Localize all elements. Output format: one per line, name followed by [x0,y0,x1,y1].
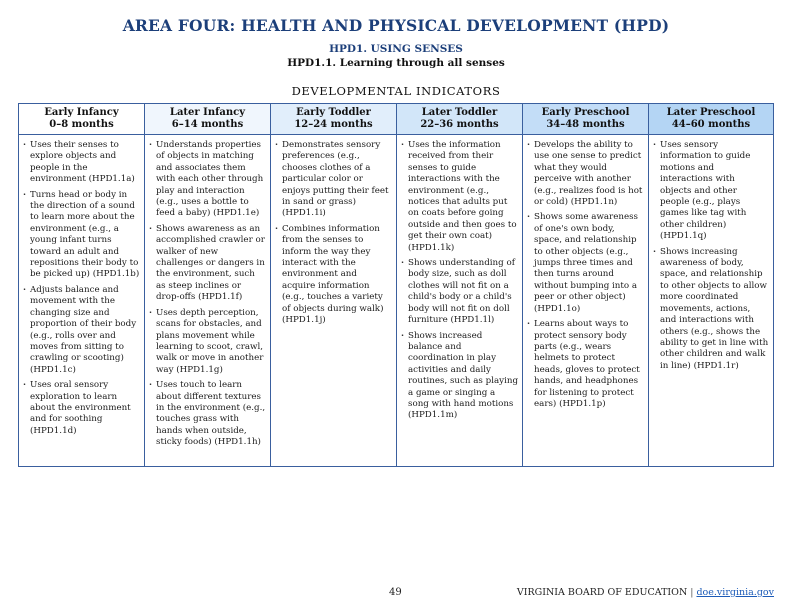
indicator-text: Combines information from the senses to … [282,223,384,326]
bullet-icon: · [149,380,153,391]
indicator-text: Uses touch to learn about different text… [156,380,266,448]
standard-title: HPD1.1. Learning through all senses [287,57,505,69]
indicator-cell-later-preschool: · Uses sensory information to guide motio… [648,134,774,467]
indicator-text: Adjusts balance and movement with the ch… [30,284,137,375]
bullet-icon: · [527,140,531,150]
column-header-early-toddler: Early Toddler 12–24 months [270,103,397,135]
stage-age: 0–8 months [49,119,114,130]
indicator-item: · Uses depth perception, scans for obstac… [149,307,266,376]
indicator-item: · Uses their senses to explore objects an… [23,140,140,186]
indicator-text: Uses their senses to explore objects and… [30,140,135,185]
indicator-item: · Uses the information received from thei… [401,140,518,254]
indicator-cell-early-toddler: · Demonstrates sensory preferences (e.g.,… [270,134,397,467]
bullet-icon: · [527,212,531,223]
indicator-text: Shows understanding of body size, such a… [408,258,515,326]
bullet-icon: · [23,140,27,150]
bullet-icon: · [401,330,405,341]
bullet-icon: · [275,140,279,150]
column-header-early-infancy: Early Infancy 0–8 months [18,103,145,135]
indicator-text: Develops the ability to use one sense to… [534,140,643,208]
indicator-cell-early-preschool: · Develops the ability to use one sense t… [522,134,649,467]
indicators-heading: DEVELOPMENTAL INDICATORS [291,84,501,98]
indicator-item: · Uses touch to learn about different tex… [149,380,266,448]
bullet-icon: · [401,258,405,269]
indicator-item: · Develops the ability to use one sense t… [527,140,644,208]
indicator-cell-early-infancy: · Uses their senses to explore objects an… [18,134,145,467]
stage-name: Early Preschool [541,106,630,118]
indicator-item: · Learns about ways to protect sensory bo… [527,319,644,410]
indicator-text: Uses the information received from their… [408,140,517,253]
indicator-item: · Uses sensory information to guide motio… [653,140,769,243]
column-header-later-infancy: Later Infancy 6–14 months [144,103,271,135]
indicator-item: · Adjusts balance and movement with the c… [23,284,140,376]
stage-age: 12–24 months [294,119,373,130]
indicator-text: Shows increased balance and coordination… [408,330,519,421]
indicator-text: Turns head or body in the direction of a… [30,189,140,280]
bullet-icon: · [23,284,27,295]
footer-separator: | [690,587,694,598]
stage-name: Early Toddler [296,106,371,118]
stage-name: Later Infancy [169,106,246,118]
bullet-icon: · [401,140,405,150]
column-header-later-toddler: Later Toddler 22–36 months [396,103,523,135]
bullet-icon: · [149,307,153,318]
indicator-text: Uses sensory information to guide motion… [660,140,751,242]
indicator-item: · Combines information from the senses to… [275,223,392,327]
indicator-text: Uses depth perception, scans for obstacl… [156,307,264,375]
website-link[interactable]: doe.virginia.gov [696,587,774,598]
indicator-item: · Turns head or body in the direction of … [23,189,140,281]
stage-age: 44–60 months [671,119,751,130]
indicators-table: Early Infancy 0–8 months Later Infancy 6… [18,103,774,467]
bullet-icon: · [23,189,27,200]
footer: VIRGINIA BOARD OF EDUCATION | doe.virginia… [517,587,774,598]
bullet-icon: · [653,140,657,150]
indicator-text: Demonstrates sensory preferences (e.g., … [282,140,389,219]
bullet-icon: · [527,319,531,330]
age-header-row: Early Infancy 0–8 months Later Infancy 6… [18,103,774,135]
indicator-item: · Demonstrates sensory preferences (e.g.,… [275,140,392,220]
bullet-icon: · [653,246,657,257]
stage-name: Later Toddler [421,106,498,118]
stage-name: Early Infancy [44,106,119,118]
indicator-text: Learns about ways to protect sensory bod… [534,319,640,409]
indicator-item: · Uses oral sensory exploration to learn … [23,380,140,437]
stage-age: 22–36 months [420,119,499,130]
indicator-item: · Shows understanding of body size, such … [401,258,518,326]
indicator-text: Uses oral sensory exploration to learn a… [30,380,131,436]
indicator-text: Shows some awareness of one's own body, … [534,212,639,314]
publisher-name: VIRGINIA BOARD OF EDUCATION [516,587,688,598]
indicator-item: · Shows awareness as an accomplished craw… [149,223,266,304]
page-number: 49 [389,587,402,598]
column-header-later-preschool: Later Preschool 44–60 months [648,103,774,135]
bullet-icon: · [149,223,153,234]
indicator-item: · Shows increased balance and coordinatio… [401,330,519,422]
bullet-icon: · [23,380,27,391]
bullet-icon: · [275,223,279,234]
bullet-icon: · [149,140,153,150]
indicator-item: · Shows increasing awareness of body, spa… [653,246,769,372]
stage-name: Later Preschool [666,106,756,118]
indicator-item: · Understands properties of objects in ma… [149,140,266,220]
standard-code: HPD1. USING SENSES [329,43,463,55]
indicator-cell-later-toddler: · Uses the information received from thei… [396,134,523,467]
indicator-text: Shows increasing awareness of body, spac… [660,246,769,371]
indicator-text: Shows awareness as an accomplished crawl… [156,223,265,303]
indicator-item: · Shows some awareness of one's own body,… [527,212,644,315]
stage-age: 34–48 months [546,119,625,130]
area-title: AREA FOUR: HEALTH AND PHYSICAL DEVELOPME… [122,16,670,35]
indicator-text: Understands properties of objects in mat… [156,140,264,219]
column-header-early-preschool: Early Preschool 34–48 months [522,103,649,135]
indicators-row: · Uses their senses to explore objects an… [18,134,774,467]
stage-age: 6–14 months [171,119,244,130]
indicator-cell-later-infancy: · Understands properties of objects in ma… [144,134,271,467]
